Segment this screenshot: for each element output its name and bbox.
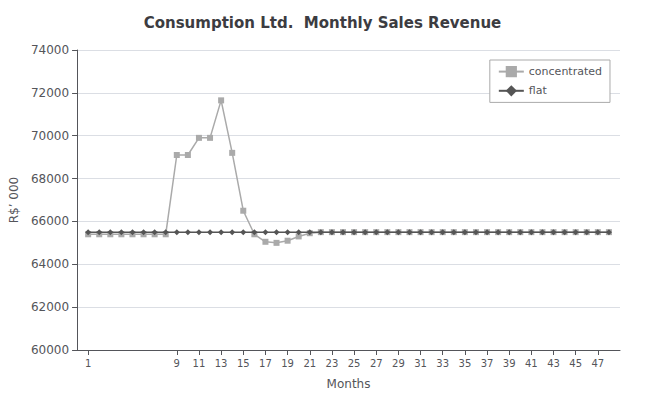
svg-text:23: 23 [326, 358, 339, 369]
svg-text:39: 39 [503, 358, 516, 369]
svg-text:47: 47 [591, 358, 604, 369]
svg-text:64000: 64000 [31, 257, 69, 271]
svg-text:flat: flat [529, 84, 548, 97]
svg-text:35: 35 [459, 358, 472, 369]
svg-text:45: 45 [569, 358, 582, 369]
svg-text:21: 21 [303, 358, 316, 369]
svg-text:72000: 72000 [31, 86, 69, 100]
svg-text:29: 29 [392, 358, 405, 369]
svg-text:62000: 62000 [31, 300, 69, 314]
svg-text:Consumption Ltd. Monthly Sale: Consumption Ltd. Monthly Sales Revenue [144, 14, 502, 32]
svg-text:25: 25 [348, 358, 361, 369]
svg-text:19: 19 [281, 358, 294, 369]
svg-text:41: 41 [525, 358, 538, 369]
svg-text:66000: 66000 [31, 214, 69, 228]
svg-text:70000: 70000 [31, 129, 69, 143]
svg-text:15: 15 [237, 358, 250, 369]
svg-text:17: 17 [259, 358, 272, 369]
svg-text:9: 9 [174, 358, 180, 369]
svg-text:68000: 68000 [31, 172, 69, 186]
svg-text:concentrated: concentrated [529, 65, 602, 78]
svg-text:74000: 74000 [31, 43, 69, 57]
svg-text:27: 27 [370, 358, 383, 369]
svg-text:13: 13 [215, 358, 228, 369]
svg-text:11: 11 [193, 358, 206, 369]
svg-text:Months: Months [327, 377, 371, 391]
svg-text:43: 43 [547, 358, 560, 369]
svg-text:33: 33 [436, 358, 449, 369]
svg-text:1: 1 [85, 358, 91, 369]
svg-text:31: 31 [414, 358, 427, 369]
svg-text:R$’ 000: R$’ 000 [7, 177, 21, 224]
svg-text:37: 37 [481, 358, 494, 369]
svg-text:60000: 60000 [31, 343, 69, 357]
